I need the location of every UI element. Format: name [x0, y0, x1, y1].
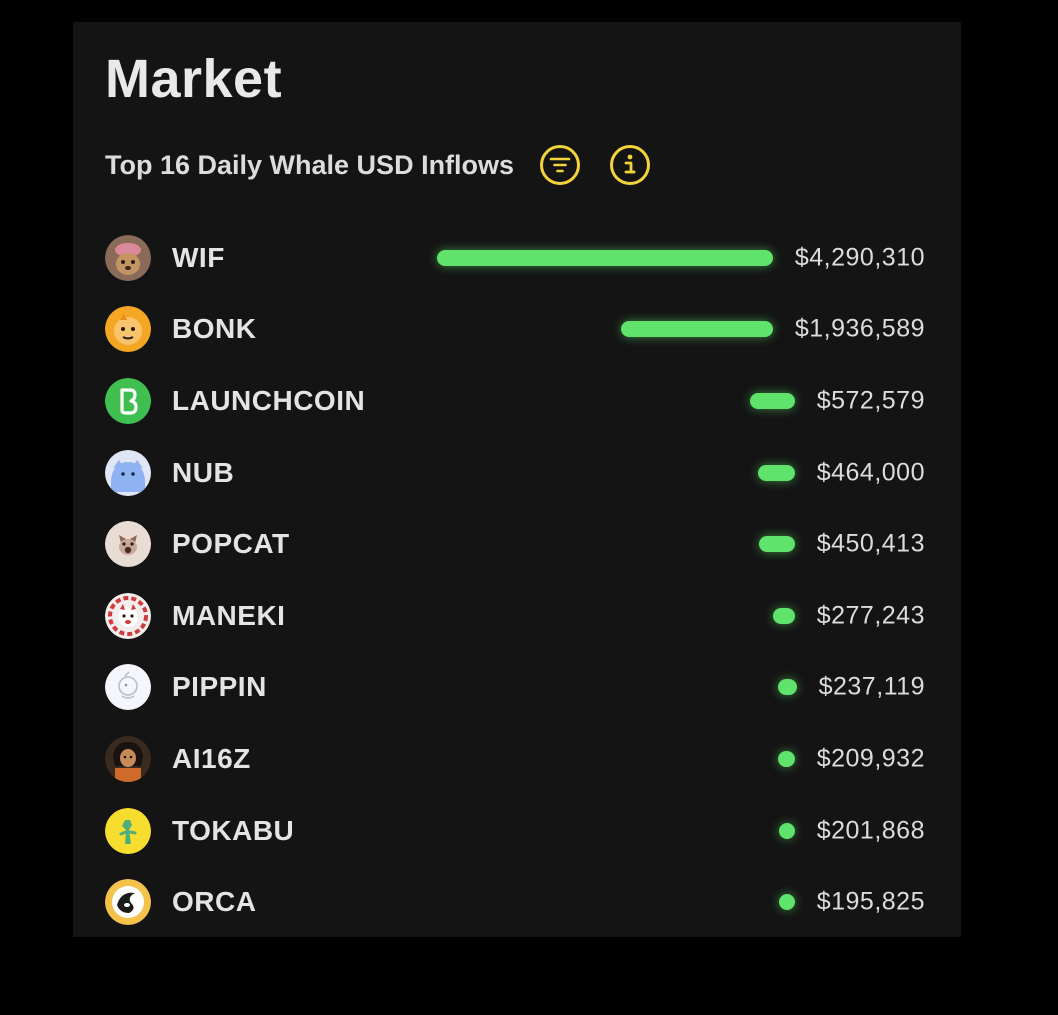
inflow-bar [436, 249, 773, 266]
token-row-launchcoin[interactable]: LAUNCHCOIN $572,579 [105, 365, 925, 437]
token-name: BONK [172, 313, 257, 345]
wif-avatar-icon [105, 234, 151, 281]
token-name: TOKABU [172, 814, 295, 846]
token-name: MANEKI [172, 599, 286, 631]
inflow-bar [758, 464, 795, 481]
pippin-avatar-icon [105, 664, 151, 711]
token-row-nub[interactable]: NUB $464,000 [105, 437, 925, 509]
tokabu-avatar-icon [105, 807, 151, 854]
inflow-bar [773, 607, 795, 624]
inflow-value: $237,119 [818, 672, 925, 701]
token-name: NUB [172, 456, 235, 488]
info-icon [624, 154, 636, 174]
token-name: WIF [172, 241, 225, 273]
token-row-bonk[interactable]: BONK $1,936,589 [105, 294, 925, 366]
filter-button[interactable] [540, 145, 581, 185]
popcat-avatar-icon [105, 521, 151, 568]
market-panel: Market Top 16 Daily Whale USD Inflows [73, 22, 961, 937]
token-row-pippin[interactable]: PIPPIN $237,119 [105, 652, 925, 724]
token-row-tokabu[interactable]: TOKABU $201,868 [105, 795, 925, 867]
inflow-value: $195,825 [816, 887, 925, 916]
inflow-bar [778, 679, 797, 696]
section-subtitle: Top 16 Daily Whale USD Inflows [105, 149, 515, 180]
inflow-value: $1,936,589 [794, 314, 925, 343]
inflow-bar [778, 894, 795, 911]
info-button[interactable] [610, 145, 651, 185]
token-name: PIPPIN [172, 671, 267, 703]
inflow-value: $4,290,310 [794, 243, 925, 272]
inflow-value: $201,868 [816, 816, 925, 845]
inflow-bar [749, 392, 795, 409]
page-title: Market [105, 49, 283, 109]
token-row-orca[interactable]: ORCA $195,825 [105, 866, 925, 937]
bonk-avatar-icon [105, 306, 151, 353]
inflow-value: $277,243 [816, 601, 925, 630]
token-name: POPCAT [172, 528, 290, 560]
token-row-maneki[interactable]: MANEKI $277,243 [105, 580, 925, 652]
token-name: AI16Z [172, 742, 251, 774]
inflow-value: $572,579 [816, 386, 925, 415]
section-header: Top 16 Daily Whale USD Inflows [105, 142, 651, 188]
token-row-wif[interactable]: WIF $4,290,310 [105, 222, 925, 294]
ai16z-avatar-icon [105, 735, 151, 782]
inflow-value: $464,000 [816, 458, 925, 487]
nub-avatar-icon [105, 449, 151, 496]
inflow-bar [778, 822, 795, 839]
inflow-bar [621, 321, 773, 338]
orca-avatar-icon [105, 879, 151, 926]
inflow-value: $209,932 [816, 744, 925, 773]
inflow-bar [778, 750, 795, 767]
filter-icon [549, 157, 571, 173]
inflow-bar [759, 536, 795, 553]
maneki-avatar-icon [105, 592, 151, 639]
launchcoin-avatar-icon [105, 377, 151, 424]
inflow-list: WIF $4,290,310 BONK $1,936,589 [105, 222, 925, 937]
token-row-popcat[interactable]: POPCAT $450,413 [105, 508, 925, 580]
inflow-value: $450,413 [816, 529, 925, 558]
token-row-ai16z[interactable]: AI16Z $209,932 [105, 723, 925, 795]
token-name: LAUNCHCOIN [172, 384, 366, 416]
token-name: ORCA [172, 886, 257, 918]
